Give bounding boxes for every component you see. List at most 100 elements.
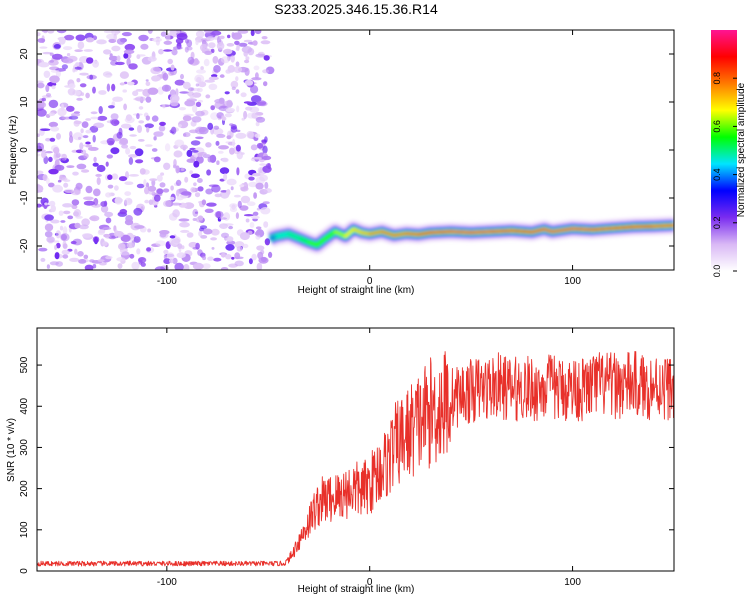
noise-blob [62,203,73,208]
noise-blob [39,102,47,108]
noise-blob [118,176,128,182]
noise-blob [231,256,235,260]
noise-blob [236,246,243,252]
noise-blob [195,110,205,117]
noise-blob [195,242,200,250]
colorbar-tick-label: 0.8 [712,72,722,85]
noise-blob [234,40,240,46]
noise-blob [105,74,112,79]
ridge-core-segment [571,227,595,231]
noise-blob [205,142,212,148]
noise-blob [202,255,207,261]
noise-blob [81,169,90,173]
noise-blob [169,196,175,201]
noise-blob [259,163,267,166]
noise-blob [172,46,183,50]
noise-blob [83,200,95,206]
noise-blob [243,110,248,120]
noise-blob [42,51,52,55]
noise-blob [244,59,250,64]
noise-blob [205,188,213,195]
noise-blob [135,96,146,102]
figure-title: S233.2025.346.15.36.R14 [274,1,438,17]
noise-blob [256,245,265,251]
noise-blob [140,262,146,267]
noise-blob [83,49,94,52]
noise-blob [138,120,145,124]
noise-blob [45,84,50,93]
noise-blob [119,71,129,79]
noise-blob [147,30,153,34]
noise-blob [195,83,200,87]
noise-blob [102,241,108,246]
noise-blob [66,165,75,169]
noise-blob [263,221,269,228]
y-tick-label: 300 [19,439,30,456]
noise-blob [161,84,172,92]
noise-blob [224,91,230,95]
y-tick-label: 20 [19,48,30,60]
noise-blob [80,149,87,155]
noise-blob [216,41,225,50]
noise-blob [118,243,126,250]
noise-blob [123,52,129,59]
noise-blob [215,140,220,146]
noise-blob [259,174,268,182]
noise-blob [221,115,226,121]
ridge-core-segment [490,229,514,233]
noise-blob [164,143,171,152]
noise-blob [153,131,164,137]
noise-blob [208,42,216,49]
noise-blob [206,202,217,207]
noise-blob [204,50,213,56]
noise-blob [245,106,253,111]
noise-blob [253,65,260,71]
noise-blob [49,75,60,84]
noise-blob [48,182,55,188]
noise-blob [50,205,56,213]
noise-blob [72,171,79,176]
noise-blob [50,219,60,224]
noise-blob [126,242,135,249]
noise-blob [212,56,219,64]
noise-blob [153,136,157,141]
noise-blob [51,53,63,60]
noise-blob [204,30,213,34]
noise-blob [86,57,94,64]
noise-blob [226,178,237,186]
noise-blob [56,30,67,34]
noise-blob [251,215,260,220]
noise-blob [160,172,165,176]
ridge-core-segment [429,230,453,234]
noise-blob [226,189,231,196]
noise-blob [235,212,239,220]
noise-blob [57,107,67,117]
noise-blob [163,188,170,193]
snr-frame [36,327,675,572]
noise-blob [83,196,94,201]
noise-blob [46,236,55,243]
noise-blob [37,153,41,157]
colorbar-ticks: 0.0 0.2 0.4 0.6 0.8 [712,72,737,277]
noise-blob [168,238,180,247]
noise-blob [135,89,144,92]
x-tick-label: 100 [564,276,581,287]
noise-blob [230,125,238,133]
noise-blob [38,61,50,68]
colorbar-gradient [711,30,737,271]
noise-blob [54,244,58,250]
noise-blob [178,218,190,222]
noise-blob [245,218,250,223]
noise-blob [46,177,50,185]
noise-blob [124,181,134,185]
noise-blob [255,234,261,240]
noise-blob [158,48,164,55]
x-tick-label: -100 [157,276,177,287]
noise-blob [66,53,71,57]
noise-blob [255,182,264,190]
noise-blob [194,192,201,198]
noise-blob [233,66,243,73]
noise-blob [160,31,167,37]
noise-blob [85,141,91,145]
noise-blob [119,208,128,215]
